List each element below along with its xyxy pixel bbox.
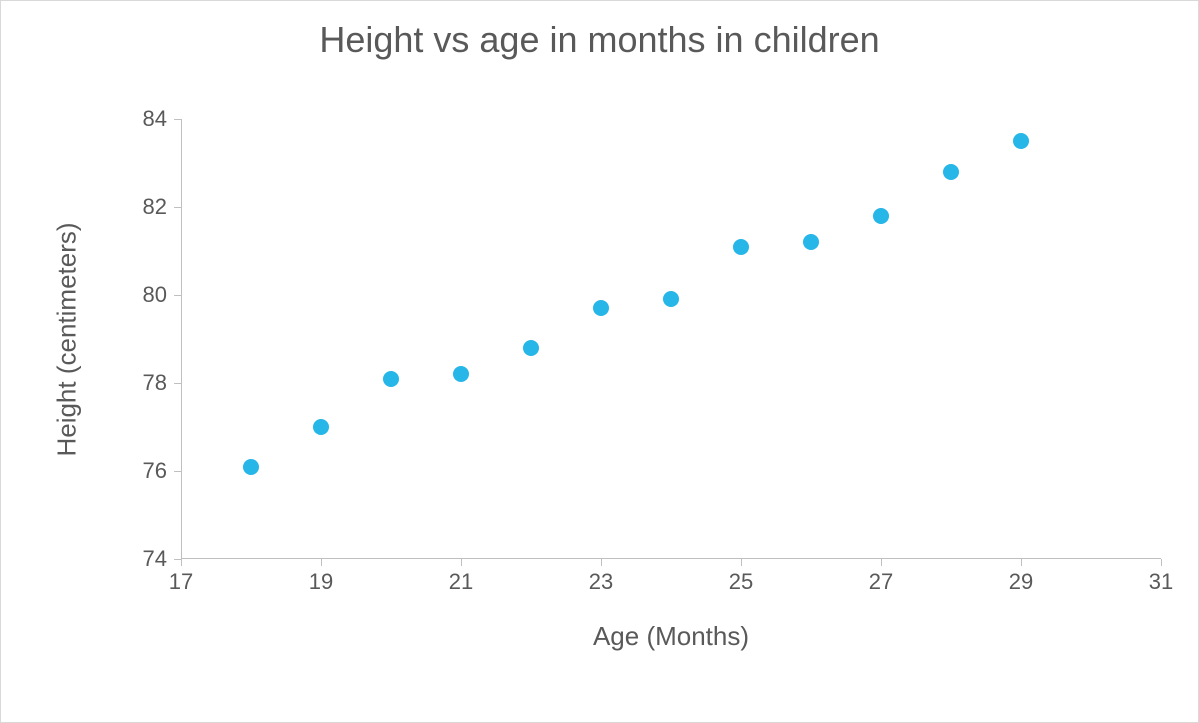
x-tick-label: 29 <box>1009 569 1033 595</box>
x-tick-label: 27 <box>869 569 893 595</box>
y-tick-label: 78 <box>143 370 167 396</box>
y-tick-label: 84 <box>143 106 167 132</box>
y-tick-mark <box>174 295 181 296</box>
data-point <box>803 234 819 250</box>
x-tick-mark <box>601 559 602 566</box>
y-tick-mark <box>174 383 181 384</box>
y-tick-mark <box>174 207 181 208</box>
x-tick-label: 19 <box>309 569 333 595</box>
y-axis-line <box>181 119 182 559</box>
x-tick-mark <box>1021 559 1022 566</box>
chart-title: Height vs age in months in children <box>1 19 1198 61</box>
x-tick-label: 17 <box>169 569 193 595</box>
data-point <box>593 300 609 316</box>
x-tick-mark <box>181 559 182 566</box>
y-tick-label: 82 <box>143 194 167 220</box>
y-tick-mark <box>174 559 181 560</box>
y-tick-mark <box>174 119 181 120</box>
x-tick-label: 23 <box>589 569 613 595</box>
x-axis-label: Age (Months) <box>181 621 1161 652</box>
data-point <box>453 366 469 382</box>
data-point <box>873 208 889 224</box>
data-point <box>663 291 679 307</box>
x-axis-line <box>181 558 1161 559</box>
x-tick-label: 25 <box>729 569 753 595</box>
y-tick-mark <box>174 471 181 472</box>
x-tick-mark <box>1161 559 1162 566</box>
data-point <box>1013 133 1029 149</box>
y-tick-label: 80 <box>143 282 167 308</box>
data-point <box>313 419 329 435</box>
y-tick-label: 76 <box>143 458 167 484</box>
y-axis-label-wrap: Height (centimeters) <box>47 119 87 559</box>
data-point <box>523 340 539 356</box>
data-point <box>243 459 259 475</box>
x-tick-label: 31 <box>1149 569 1173 595</box>
data-point <box>383 371 399 387</box>
x-tick-mark <box>741 559 742 566</box>
x-tick-mark <box>321 559 322 566</box>
data-point <box>943 164 959 180</box>
y-axis-label: Height (centimeters) <box>52 222 83 456</box>
data-point <box>733 239 749 255</box>
plot-area: 1719212325272931747678808284 <box>181 119 1161 559</box>
x-tick-mark <box>461 559 462 566</box>
x-tick-mark <box>881 559 882 566</box>
y-tick-label: 74 <box>143 546 167 572</box>
x-tick-label: 21 <box>449 569 473 595</box>
chart-container: Height vs age in months in children 1719… <box>0 0 1199 723</box>
